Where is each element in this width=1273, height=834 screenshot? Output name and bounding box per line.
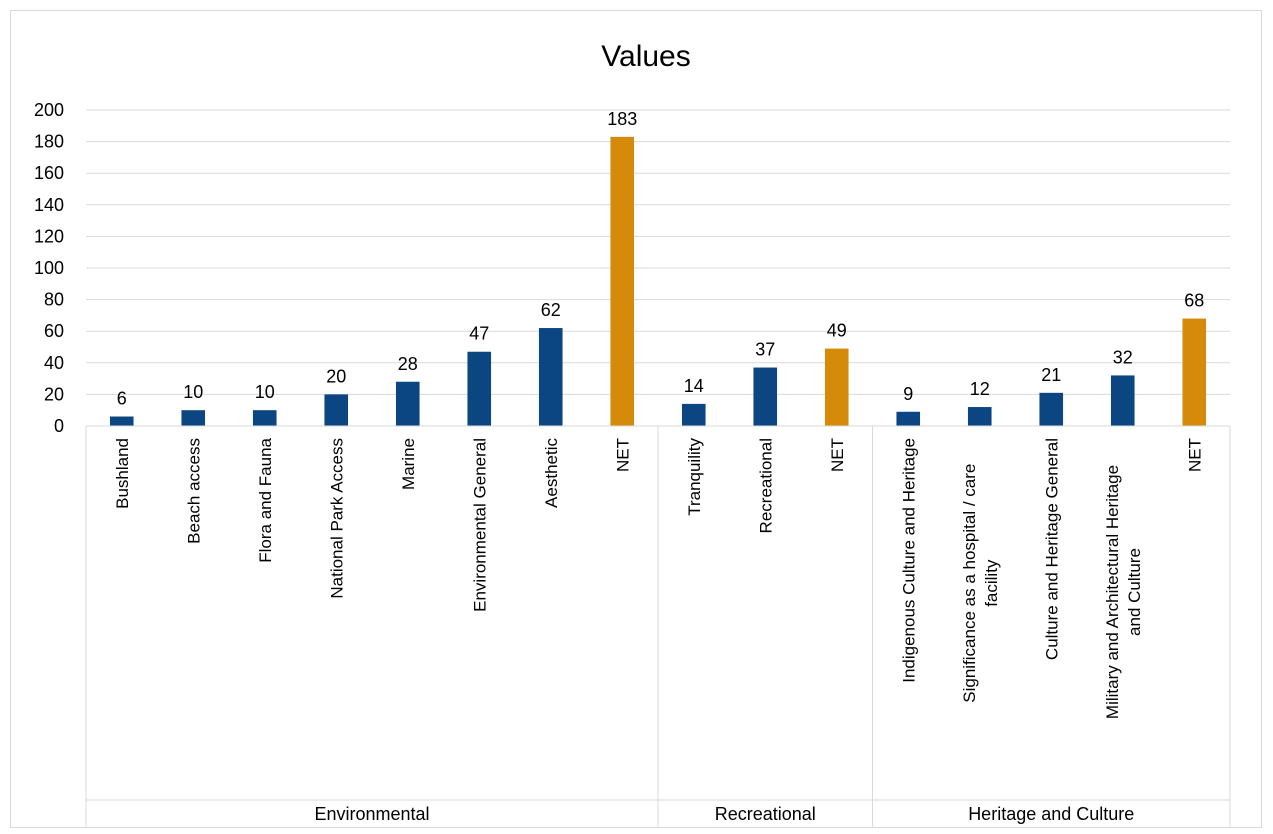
data-label: 37 <box>755 340 775 360</box>
bar <box>967 407 992 426</box>
category-label: Military and Architectural Heritage and C… <box>1103 465 1144 719</box>
category-label: Indigenous Culture and Heritage <box>899 438 918 683</box>
group-label: Recreational <box>715 804 816 824</box>
data-label: 32 <box>1113 347 1133 367</box>
net-bar <box>1182 318 1207 426</box>
category-label: Marine <box>399 438 418 490</box>
category-label: Culture and Heritage General <box>1042 438 1061 660</box>
bar <box>395 381 420 426</box>
y-tick-label: 180 <box>34 132 64 152</box>
category-label: Recreational <box>756 438 775 533</box>
y-tick-label: 60 <box>44 321 64 341</box>
y-tick-label: 20 <box>44 384 64 404</box>
data-label: 49 <box>827 321 847 341</box>
y-tick-label: 80 <box>44 290 64 310</box>
bar <box>896 411 921 426</box>
data-label: 28 <box>398 354 418 374</box>
data-label: 6 <box>117 389 127 409</box>
data-label: 14 <box>684 376 704 396</box>
bar <box>753 367 778 426</box>
category-label: Environmental General <box>470 438 489 612</box>
y-tick-label: 40 <box>44 353 64 373</box>
data-label: 68 <box>1184 291 1204 311</box>
y-tick-label: 140 <box>34 195 64 215</box>
category-label: National Park Access <box>327 438 346 599</box>
bar <box>252 410 277 426</box>
y-tick-label: 100 <box>34 258 64 278</box>
category-label: Beach access <box>184 438 203 544</box>
bars: 6 10 10 20 28 47 62 183 14 37 49 9 12 21 32 68 <box>109 109 1207 427</box>
bar <box>109 416 134 426</box>
bar <box>1110 375 1135 426</box>
group-label: Environmental <box>314 804 429 824</box>
net-bar <box>610 136 635 427</box>
bar <box>324 394 349 426</box>
y-tick-label: 160 <box>34 163 64 183</box>
category-label: NET <box>613 438 632 472</box>
data-label: 62 <box>541 300 561 320</box>
bar <box>681 403 706 426</box>
category-label: NET <box>828 438 847 472</box>
category-label: Flora and Fauna <box>256 437 275 562</box>
category-label: Tranquility <box>685 438 704 516</box>
data-label: 9 <box>903 384 913 404</box>
category-label: NET <box>1185 438 1204 472</box>
bar <box>538 328 563 426</box>
data-label: 21 <box>1041 365 1061 385</box>
chart-title: Values <box>601 40 691 73</box>
category-label: Significance as a hospital / care facilit… <box>960 464 1001 703</box>
y-tick-label: 0 <box>54 416 64 436</box>
category-label: Aesthetic <box>542 438 561 508</box>
data-label: 12 <box>970 379 990 399</box>
data-label: 10 <box>183 382 203 402</box>
group-label: Heritage and Culture <box>968 804 1134 824</box>
net-bar <box>824 348 849 426</box>
data-label: 10 <box>255 382 275 402</box>
x-axis: Bushland Beach access Flora and Fauna Natio… <box>85 425 1231 828</box>
y-axis: 0 20 40 60 80 100 120 140 160 180 200 <box>34 100 64 436</box>
data-label: 47 <box>469 324 489 344</box>
y-tick-label: 120 <box>34 226 64 246</box>
category-label: Bushland <box>113 438 132 509</box>
data-label: 20 <box>326 366 346 386</box>
data-label: 183 <box>607 109 637 129</box>
bar <box>467 351 492 426</box>
bar <box>1039 392 1064 426</box>
y-tick-label: 200 <box>34 100 64 120</box>
gridlines <box>86 109 1230 395</box>
bar <box>181 410 206 426</box>
